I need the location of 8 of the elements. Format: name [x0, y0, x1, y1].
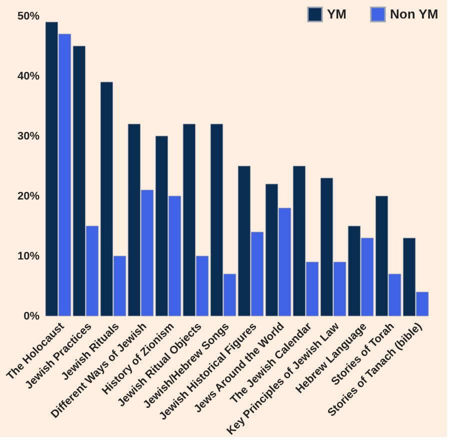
y-tick-label: 30%	[17, 130, 40, 142]
legend-label: Non YM	[390, 6, 438, 22]
legend-label: YM	[327, 6, 346, 22]
y-tick-label: 10%	[17, 250, 40, 262]
y-tick-label: 40%	[17, 70, 40, 82]
y-tick-label: 0%	[24, 310, 40, 322]
y-tick-label: 50%	[17, 10, 40, 22]
y-tick-label: 20%	[17, 190, 40, 202]
